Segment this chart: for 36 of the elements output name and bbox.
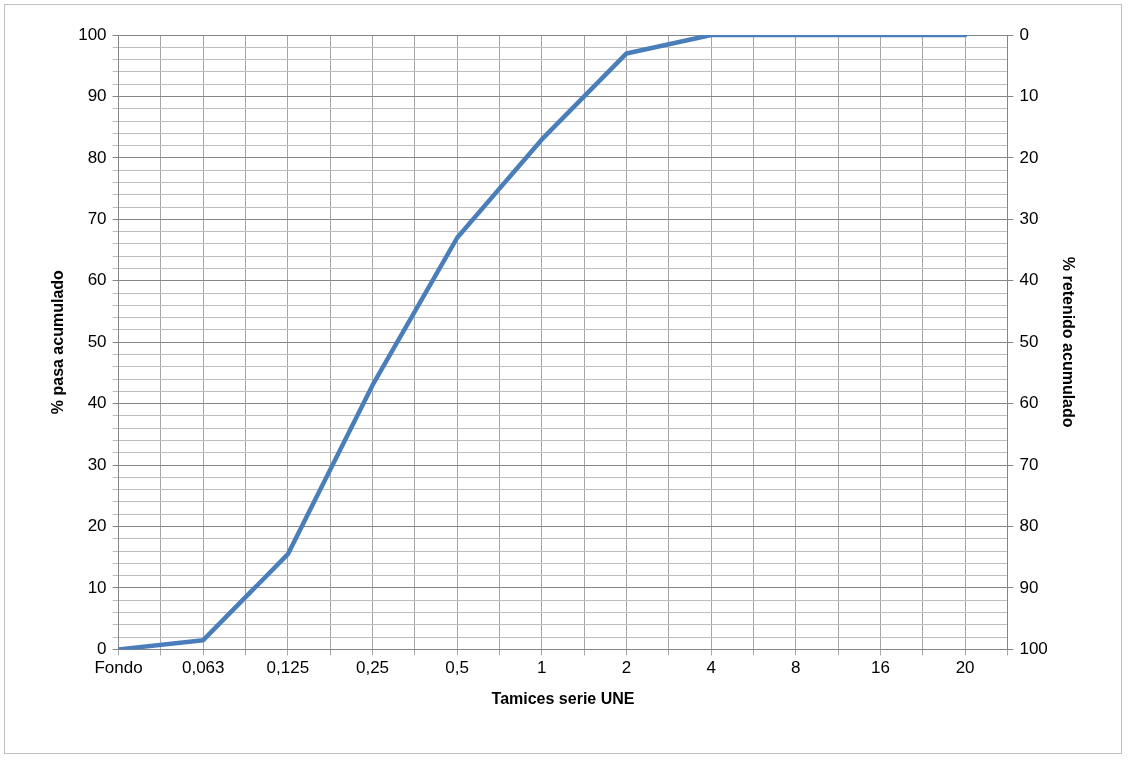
y2-tick-label: 60 bbox=[1019, 393, 1039, 413]
y2-axis-title: % retenido acumulado bbox=[1059, 256, 1077, 428]
y-tick-label: 80 bbox=[87, 147, 107, 167]
y2-tick-label: 50 bbox=[1019, 331, 1039, 351]
y-tick-label: 40 bbox=[87, 393, 107, 413]
y-axis-title: % pasa acumulado bbox=[49, 269, 67, 415]
y2-tick-label: 0 bbox=[1019, 24, 1029, 44]
x-tick-label: 20 bbox=[955, 658, 975, 678]
y-tick-label: 0 bbox=[97, 639, 107, 659]
y2-tick-label: 20 bbox=[1019, 147, 1039, 167]
y-tick-label: 50 bbox=[87, 331, 107, 351]
y-tick-label: 100 bbox=[78, 24, 107, 44]
x-tick-label: 0,25 bbox=[355, 658, 390, 678]
x-tick-label: 1 bbox=[537, 658, 547, 678]
x-tick-label: 8 bbox=[791, 658, 801, 678]
y2-tick-label: 40 bbox=[1019, 270, 1039, 290]
y-tick-label: 60 bbox=[87, 270, 107, 290]
x-tick-label: 0,5 bbox=[445, 658, 469, 678]
y2-tick-label: 30 bbox=[1019, 209, 1039, 229]
y2-tick-label: 10 bbox=[1019, 86, 1039, 106]
x-tick-label: 2 bbox=[621, 658, 632, 678]
x-tick-label: 16 bbox=[870, 658, 890, 678]
y-tick-label: 20 bbox=[87, 516, 107, 536]
y-tick-label: 10 bbox=[87, 577, 107, 597]
x-tick-label: 4 bbox=[706, 658, 716, 678]
y-tick-label: 90 bbox=[87, 86, 107, 106]
y-tick-label: 30 bbox=[87, 454, 107, 474]
x-tick-label: 0,125 bbox=[266, 658, 310, 678]
x-tick-label: Fondo bbox=[94, 658, 143, 678]
y2-tick-label: 90 bbox=[1019, 577, 1039, 597]
y2-tick-label: 80 bbox=[1019, 516, 1039, 536]
y2-tick-label: 100 bbox=[1019, 639, 1048, 659]
x-tick-label: 0,063 bbox=[181, 658, 225, 678]
x-axis-title: Tamices serie UNE bbox=[491, 689, 635, 707]
y2-tick-label: 70 bbox=[1019, 454, 1039, 474]
y-tick-label: 70 bbox=[87, 209, 107, 229]
